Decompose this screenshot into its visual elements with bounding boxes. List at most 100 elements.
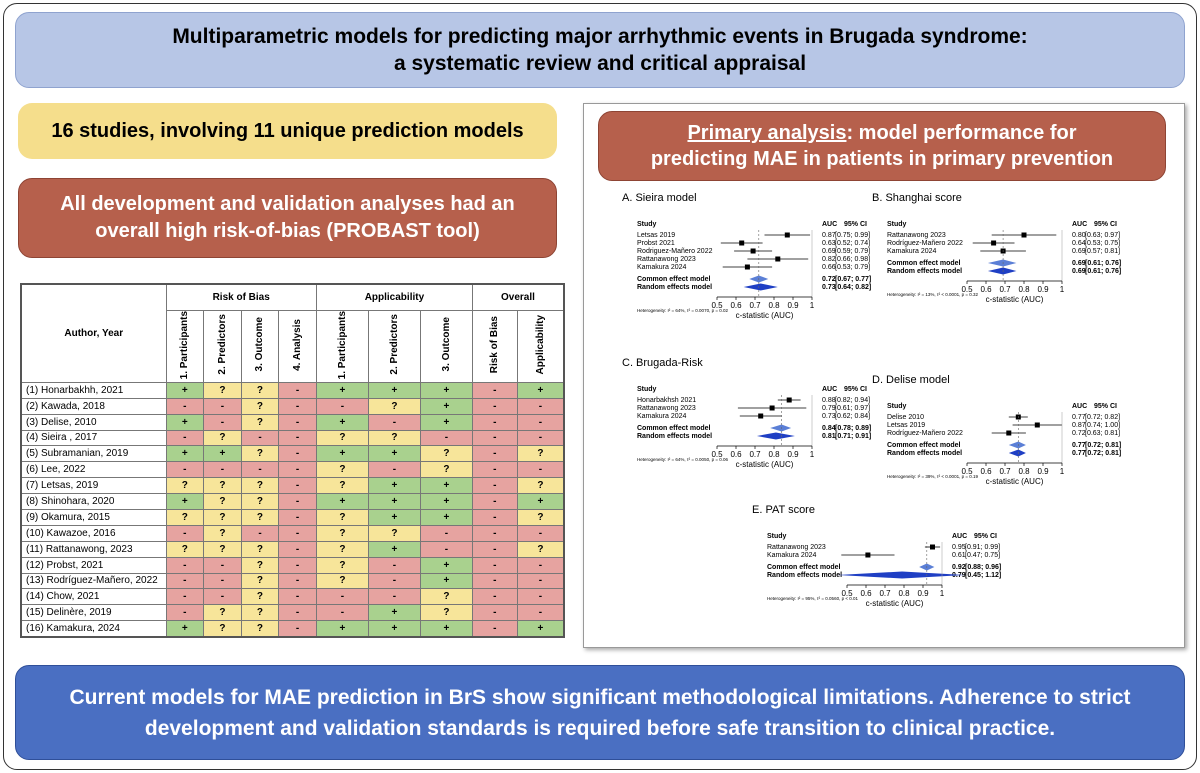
rating-cell: - [278, 588, 317, 606]
rating-cell: + [315, 620, 369, 638]
column-header: 3. Outcome [240, 309, 280, 383]
rating-cell: - [278, 572, 317, 590]
column-header: 1. Participants [165, 309, 205, 383]
author: (15) Delinère, 2019 [20, 604, 167, 622]
frame [3, 3, 1197, 770]
rating-cell: - [516, 556, 565, 574]
table-row: (4) Sieira , 2017-? - -?? - - - [20, 429, 565, 447]
analysis-panel [583, 103, 1185, 648]
table-row: (5) Subramanian, 2019 + +? - + +? -? [20, 445, 565, 463]
rating-cell: - [516, 524, 565, 542]
rating-cell: + [419, 556, 473, 574]
table-row: (13) Rodríguez-Mañero, 2022- -? -? - + - - [20, 572, 565, 590]
rating-cell: - [278, 493, 317, 510]
rating-cell: - [240, 524, 280, 542]
rating-cell: + [367, 477, 421, 495]
rating-cell: ? [203, 429, 242, 447]
rating-cell: ? [315, 556, 369, 574]
rating-cell: - [165, 588, 205, 606]
rating-cell: ? [240, 445, 280, 463]
author-header: Author, Year [20, 283, 167, 383]
rating-cell: ? [203, 524, 242, 542]
primary-underlined: Primary analysis [687, 122, 847, 144]
author: (3) Delise, 2010 [20, 413, 167, 431]
rating-cell: + [203, 445, 242, 463]
rating-cell: - [367, 413, 421, 431]
probast-table: Author, Year Risk of Bias Applicability … [20, 283, 565, 638]
rating-cell: ? [203, 477, 242, 495]
rating-cell: + [165, 493, 205, 510]
rating-cell: ? [516, 508, 565, 526]
column-header: Risk of Bias [471, 309, 518, 383]
rating-cell: ? [367, 397, 421, 415]
rating-cell: ? [240, 477, 280, 495]
table-row: (12) Probst, 2021- -? -? - + - - [20, 556, 565, 574]
primary-text: : model performance for predicting MAE i… [650, 122, 1114, 170]
rating-cell: + [315, 413, 369, 431]
table-row: (15) Delinère, 2019-?? - - +? - - [20, 604, 565, 622]
author: (13) Rodríguez-Mañero, 2022 [20, 572, 167, 590]
rating-cell: - [471, 572, 518, 590]
author: (12) Probst, 2021 [20, 556, 167, 574]
rating-cell: - [278, 445, 317, 463]
author: (5) Subramanian, 2019 [20, 445, 167, 463]
rating-cell: ? [203, 540, 242, 558]
table-row: (1) Honarbakhh, 2021 +?? - + + + - + [20, 381, 565, 399]
rating-cell: + [367, 445, 421, 463]
rating-cell: + [367, 620, 421, 638]
rating-cell: + [367, 493, 421, 510]
rating-cell: - [278, 556, 317, 574]
studies-box: 16 studies, involving 11 unique predicti… [18, 103, 557, 159]
rating-cell: ? [240, 540, 280, 558]
rating-cell: + [419, 397, 473, 415]
rating-cell: - [419, 429, 473, 447]
rating-cell: + [367, 508, 421, 526]
rating-cell: - [203, 588, 242, 606]
rating-cell: + [419, 620, 473, 638]
rating-cell: + [165, 413, 205, 431]
rating-cell: - [165, 524, 205, 542]
author: (14) Chow, 2021 [20, 588, 167, 606]
author: (7) Letsas, 2019 [20, 477, 167, 495]
rating-cell: ? [240, 620, 280, 638]
rating-cell: - [278, 620, 317, 638]
rating-cell: - [165, 461, 205, 479]
rating-cell: + [419, 477, 473, 495]
rating-cell: + [165, 620, 205, 638]
rating-cell: - [203, 572, 242, 590]
table-row: (11) Rattanawong, 2023??? -? + - -? [20, 540, 565, 558]
rating-cell: ? [203, 493, 242, 510]
rating-cell: ? [315, 508, 369, 526]
rating-cell: - [278, 604, 317, 622]
rating-cell: ? [367, 429, 421, 447]
rating-cell: ? [419, 461, 473, 479]
author: (4) Sieira , 2017 [20, 429, 167, 447]
column-label: 2. Predictors [388, 314, 400, 375]
rating-cell: - [367, 461, 421, 479]
rating-cell: + [419, 572, 473, 590]
rating-cell: ? [203, 508, 242, 526]
rating-cell: + [419, 493, 473, 510]
rating-cell: - [278, 413, 317, 431]
rating-cell: - [165, 572, 205, 590]
bias-box: All development and validation analyses … [18, 178, 557, 258]
column-header: Applicability [516, 309, 565, 383]
rating-cell: - [165, 604, 205, 622]
rating-cell: - [278, 381, 317, 399]
table-row: (9) Okamura, 2015??? -? + + -? [20, 508, 565, 526]
rating-cell: - [471, 477, 518, 495]
rating-cell: + [367, 540, 421, 558]
rating-cell: - [203, 397, 242, 415]
rating-cell: - [315, 588, 369, 606]
column-label: 4. Analysis [292, 318, 304, 371]
rating-cell: - [278, 397, 317, 415]
rating-cell: + [367, 381, 421, 399]
rating-cell: ? [315, 540, 369, 558]
rating-cell: ? [516, 445, 565, 463]
title: a systematic review and critical apprais… [393, 52, 807, 75]
rating-cell: + [516, 493, 565, 510]
author: (6) Lee, 2022 [20, 461, 167, 479]
column-label: 2. Predictors [216, 314, 228, 375]
column-label: Applicability [534, 314, 546, 375]
primary-box: Primary analysis: model performance for … [598, 111, 1166, 181]
